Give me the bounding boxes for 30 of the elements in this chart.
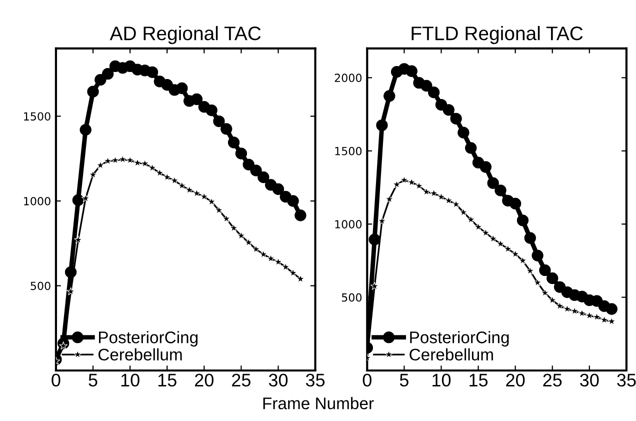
x-tick-label: 25 bbox=[543, 374, 562, 387]
y-tick-label: 500 bbox=[30, 282, 50, 290]
y-tick-label: 1500 bbox=[24, 112, 50, 121]
legend-label: Cerebellum bbox=[98, 348, 182, 361]
legend-label: PosteriorCing bbox=[410, 331, 509, 347]
y-tick-label: 1500 bbox=[335, 146, 362, 156]
x-tick-label: 5 bbox=[88, 374, 98, 387]
x-tick-label: 5 bbox=[400, 374, 408, 387]
x-axis-title: Frame Number bbox=[263, 397, 374, 410]
y-tick-label: 2000 bbox=[334, 74, 362, 82]
chart-title: AD Regional TAC bbox=[110, 26, 261, 44]
y-tick-label: 500 bbox=[342, 293, 362, 302]
x-tick-label: 30 bbox=[268, 374, 288, 387]
x-tick-label: 15 bbox=[158, 374, 176, 387]
x-tick-label: 0 bbox=[52, 374, 60, 387]
x-tick-label: 10 bbox=[121, 374, 140, 387]
x-tick-label: 20 bbox=[195, 374, 214, 387]
y-tick-label: 1000 bbox=[24, 196, 50, 206]
legend-label: Cerebellum bbox=[410, 348, 493, 361]
y-tick-label: 1000 bbox=[335, 220, 362, 228]
x-tick-label: 0 bbox=[362, 374, 372, 387]
x-tick-label: 30 bbox=[580, 374, 599, 387]
x-tick-label: 35 bbox=[306, 374, 325, 387]
x-tick-label: 10 bbox=[432, 374, 451, 387]
x-tick-label: 20 bbox=[506, 374, 525, 387]
legend-label: PosteriorCing bbox=[99, 331, 198, 347]
x-tick-label: 35 bbox=[617, 374, 636, 387]
chart-title: FTLD Regional TAC bbox=[412, 26, 583, 44]
x-tick-label: 25 bbox=[232, 374, 250, 387]
x-tick-label: 15 bbox=[470, 374, 488, 387]
